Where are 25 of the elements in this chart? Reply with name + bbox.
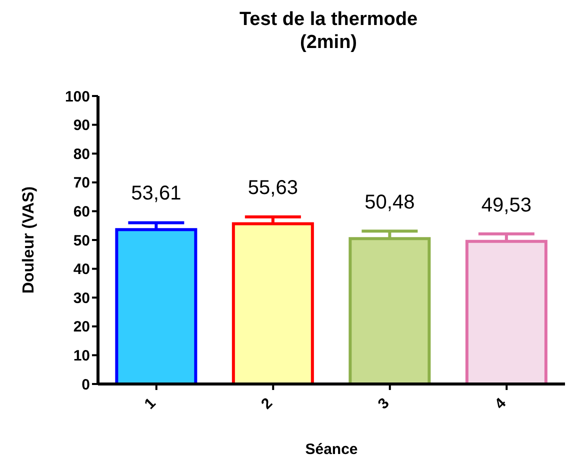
- y-tick-label: 90: [73, 117, 90, 134]
- y-tick-label: 70: [73, 174, 90, 192]
- y-tick-label: 10: [73, 348, 90, 365]
- data-label: 53,61: [131, 182, 182, 205]
- bar: [232, 222, 314, 384]
- y-tick-label: 30: [73, 290, 90, 307]
- y-tick-label: 40: [73, 261, 90, 278]
- y-tick-label: 20: [73, 318, 90, 336]
- y-tick-label: 60: [73, 204, 90, 221]
- data-label: 50,48: [364, 192, 415, 214]
- y-axis-title: Douleur (VAS): [20, 186, 38, 294]
- x-axis-title: Séance: [305, 441, 358, 458]
- y-tick-label: 100: [64, 88, 90, 106]
- y-tick-label: 0: [82, 376, 90, 394]
- x-tick-label: 4: [492, 394, 510, 413]
- data-label: 55,63: [248, 176, 298, 199]
- x-tick-label: 2: [258, 394, 276, 413]
- chart-title: Test de la thermode (2min): [238, 8, 419, 54]
- bar: [465, 240, 548, 384]
- x-tick-label: 3: [374, 394, 393, 413]
- data-label: 49,53: [481, 194, 532, 216]
- y-tick-label: 50: [73, 232, 90, 250]
- bar: [115, 228, 198, 384]
- y-tick-label: 80: [73, 146, 90, 163]
- x-tick-label: 1: [141, 394, 160, 413]
